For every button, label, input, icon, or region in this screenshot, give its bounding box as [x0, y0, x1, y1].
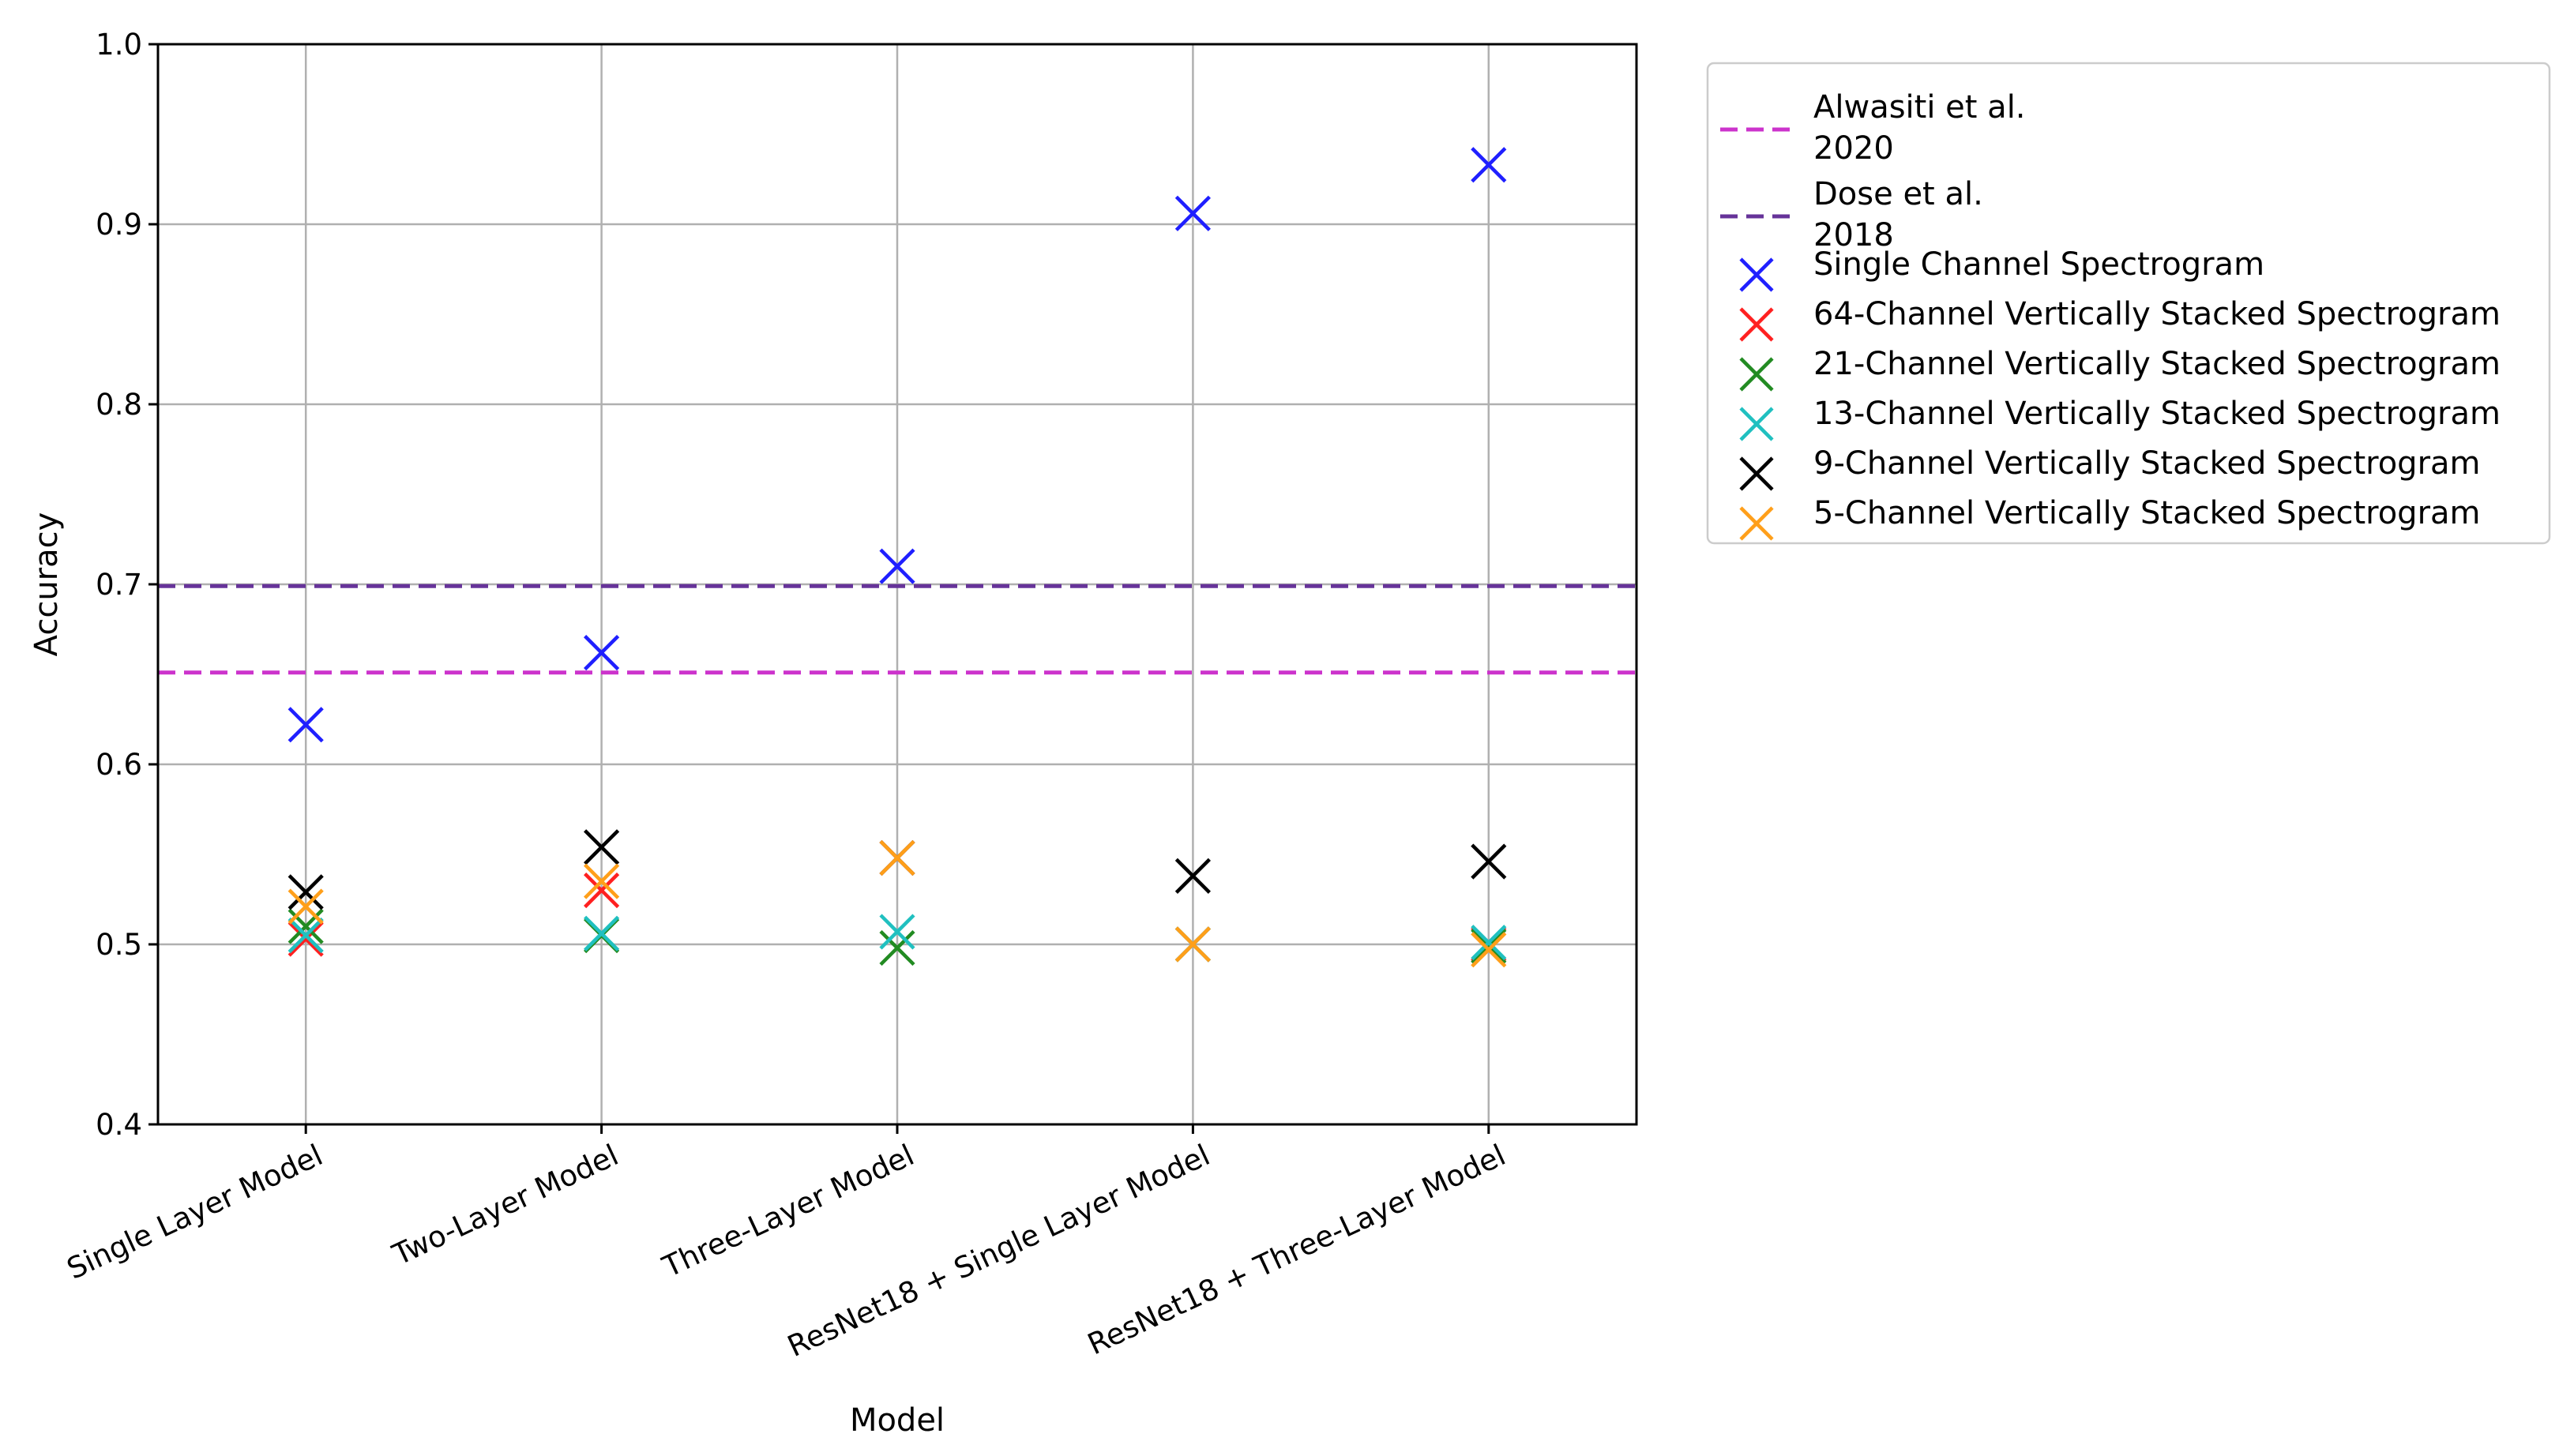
data-point	[1471, 925, 1507, 961]
legend-marker	[1739, 456, 1774, 491]
y-tick-label: 0.5	[96, 928, 142, 962]
reference-lines	[158, 584, 1636, 675]
data-point	[287, 888, 324, 925]
x-tick-label: Two-Layer Model	[387, 1138, 624, 1272]
data-point	[287, 918, 324, 954]
data-point	[584, 915, 620, 951]
legend-label: 5-Channel Vertically Stacked Spectrogram	[1813, 495, 2481, 531]
data-point	[584, 863, 620, 899]
legend-marker	[1739, 506, 1774, 541]
x-axis-title: Model	[850, 1402, 945, 1439]
data-point	[1471, 843, 1507, 880]
legend-marker	[1739, 407, 1774, 441]
data-point	[287, 874, 324, 910]
data-point	[584, 829, 620, 865]
y-tick-label: 0.6	[96, 748, 142, 782]
data-point	[584, 872, 620, 909]
legend-label: 13-Channel Vertically Stacked Spectrogra…	[1813, 396, 2501, 432]
data-point	[287, 707, 324, 743]
legend-label: 2018	[1813, 217, 1894, 253]
legend-label: 2020	[1813, 130, 1894, 167]
y-tick-label: 0.4	[96, 1108, 142, 1142]
data-point	[1471, 147, 1507, 183]
legend-label: Dose et al.	[1813, 176, 1983, 212]
data-point	[1174, 857, 1211, 894]
legend-label: 9-Channel Vertically Stacked Spectrogram	[1813, 445, 2481, 482]
data-point	[1471, 928, 1507, 964]
legend-marker	[1739, 257, 1774, 292]
data-point	[879, 839, 915, 876]
legend-label: Single Channel Spectrogram	[1813, 246, 2264, 283]
data-point	[584, 635, 620, 671]
legend-label: 21-Channel Vertically Stacked Spectrogra…	[1813, 346, 2501, 382]
data-point	[879, 929, 915, 966]
data-point	[879, 914, 915, 950]
y-tick-label: 0.8	[96, 388, 142, 422]
y-tick-label: 0.9	[96, 208, 142, 242]
legend-frame	[1706, 62, 2551, 545]
y-axis-title: Accuracy	[28, 512, 65, 657]
data-point	[879, 548, 915, 584]
data-point	[1471, 932, 1507, 968]
data-point	[287, 921, 324, 957]
data-point	[1174, 195, 1211, 231]
legend-label: 64-Channel Vertically Stacked Spectrogra…	[1813, 296, 2501, 332]
legend-marker	[1739, 307, 1774, 342]
data-point	[1174, 926, 1211, 963]
x-axis: Single Layer Model Two-Layer Model Three-L…	[62, 1124, 1511, 1364]
legend-marker	[1739, 357, 1774, 392]
x-tick-label: Single Layer Model	[62, 1138, 328, 1286]
y-tick-label: 0.7	[96, 568, 142, 602]
legend: Alwasiti et al. 2020 Dose et al. 2018Single…	[1706, 62, 2551, 545]
y-tick-label: 1.0	[96, 28, 142, 62]
data-points	[287, 147, 1507, 968]
legend-label: Alwasiti et al.	[1813, 89, 2026, 126]
x-tick-label: Three-Layer Model	[657, 1138, 919, 1284]
y-axis: 0.4 0.5 0.6 0.7 0.8 0.9 1.0	[96, 28, 158, 1142]
